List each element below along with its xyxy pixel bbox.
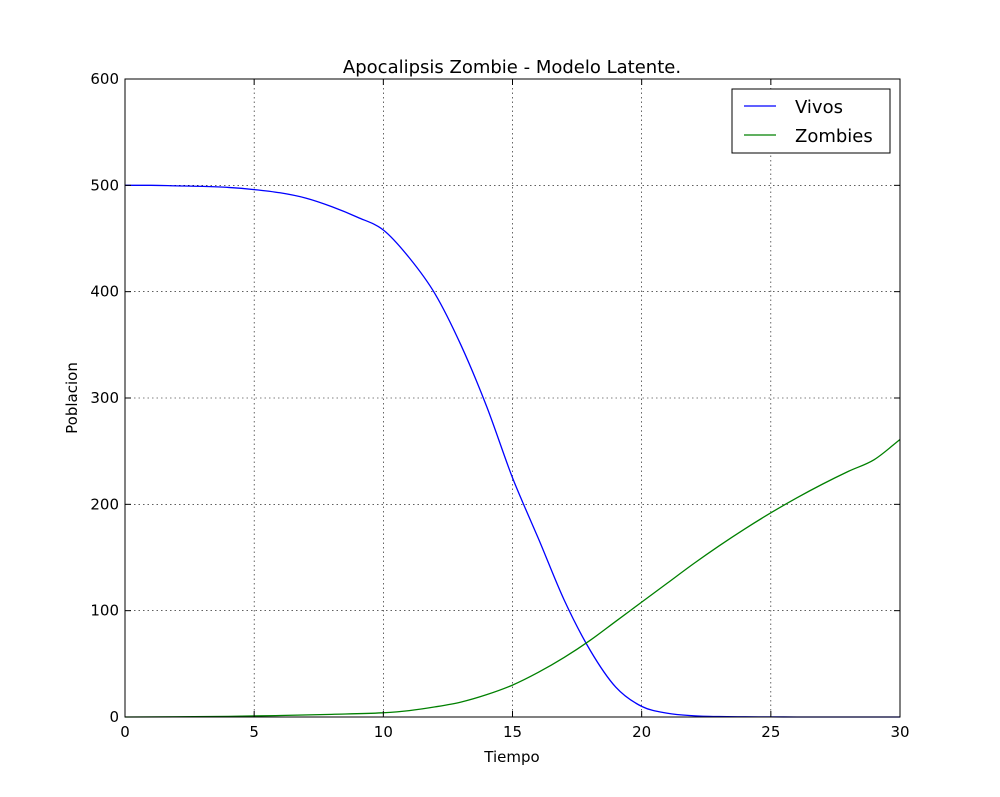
series-line-zombies [124,438,901,718]
x-tick-labels: 0 5 10 15 20 25 30 [120,723,909,741]
y-tick-label: 200 [90,495,119,513]
grid-lines [125,79,900,717]
x-tick-label: 20 [632,723,651,741]
x-tick-label: 30 [890,723,909,741]
x-axis-label: Tiempo [483,748,539,766]
x-tick-label: 0 [120,723,130,741]
x-tick-label: 10 [374,723,393,741]
chart-title: Apocalipsis Zombie - Modelo Latente. [343,57,681,78]
legend-box [731,88,891,154]
legend: Vivos Zombies [731,88,891,154]
y-tick-labels: 0 100 200 300 400 500 600 [90,70,119,726]
x-tick-label: 5 [249,723,259,741]
y-tick-label: 400 [90,283,119,301]
y-axis-label: Poblacion [63,362,81,434]
x-tick-label: 15 [503,723,522,741]
legend-label-zombies: Zombies [795,126,873,147]
y-tick-label: 0 [109,708,119,726]
axis-ticks [124,78,901,718]
x-tick-label: 25 [761,723,780,741]
y-tick-label: 500 [90,176,119,194]
y-tick-label: 600 [90,70,119,88]
y-tick-label: 100 [90,602,119,620]
y-tick-label: 300 [90,389,119,407]
legend-label-vivos: Vivos [795,97,843,118]
